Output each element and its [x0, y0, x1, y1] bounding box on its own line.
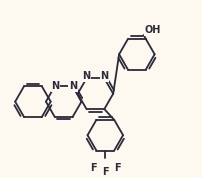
Text: F: F — [113, 163, 120, 173]
Text: OH: OH — [144, 25, 160, 35]
Text: N: N — [69, 81, 77, 91]
Text: N: N — [82, 71, 90, 81]
Text: N: N — [51, 81, 59, 91]
Text: N: N — [100, 71, 108, 81]
Text: F: F — [90, 163, 96, 173]
Text: F: F — [101, 167, 108, 177]
